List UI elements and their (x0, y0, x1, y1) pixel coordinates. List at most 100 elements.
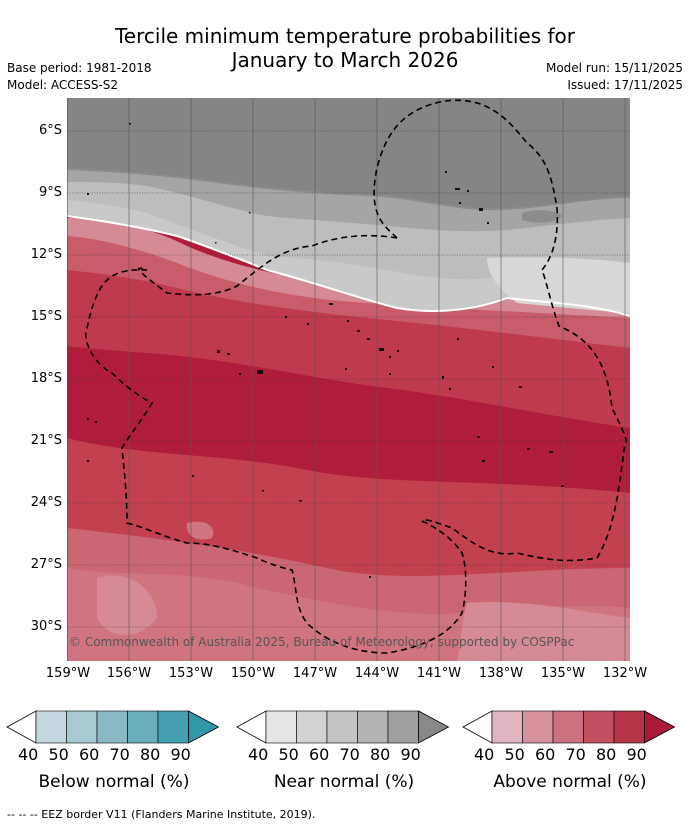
region-above-70-north (67, 223, 630, 348)
colorbar-tick-label: 50 (504, 745, 525, 764)
colorbar-tick-label: 90 (626, 745, 647, 764)
colorbar-tick-label: 80 (596, 745, 617, 764)
eez-footer-note: -- -- -- EEZ border V11 (Flanders Marine… (7, 808, 316, 821)
colorbar-segment (613, 710, 645, 744)
colorbar-near-normal (236, 710, 450, 744)
lat-label-12s: 12°S (30, 247, 62, 262)
lon-label-156w: 156°W (106, 666, 152, 681)
islands (87, 123, 564, 578)
colorbar-tick-label: 60 (79, 745, 100, 764)
colorbar-segment (96, 710, 128, 744)
title-line-2: January to March 2026 (231, 48, 459, 72)
island (369, 576, 371, 578)
region-near-90-core (67, 98, 630, 209)
eez-borders (85, 99, 627, 654)
island (345, 368, 347, 370)
lat-label-21s: 21°S (30, 433, 62, 448)
island (262, 490, 264, 492)
lat-label-9s: 9°S (38, 185, 62, 200)
island (527, 448, 530, 450)
island (549, 451, 553, 453)
region-above-50-patch-1 (97, 575, 157, 635)
colorbar-tick-label: 50 (278, 745, 299, 764)
island (389, 356, 391, 358)
lon-label-141w: 141°W (416, 666, 462, 681)
tercile-boundary-line (67, 215, 630, 317)
colorbar-segment (583, 710, 615, 744)
colorbar-over-triangle (188, 710, 220, 744)
island (455, 188, 460, 190)
meta-right: Model run: 15/11/2025 Issued: 17/11/2025 (546, 60, 683, 94)
probability-map (67, 98, 630, 661)
lat-label-6s: 6°S (38, 123, 62, 138)
island (87, 193, 89, 195)
colorbar-under-triangle (6, 710, 37, 744)
region-near-90-patch (522, 210, 562, 223)
island (307, 323, 309, 325)
island (479, 208, 483, 211)
colorbar-segment (296, 710, 328, 744)
colorbar-tick-label: 40 (474, 745, 495, 764)
island (467, 190, 469, 192)
island (249, 212, 251, 214)
colorbar-tick-label: 80 (140, 745, 161, 764)
island (347, 320, 349, 322)
island (445, 171, 447, 173)
island (87, 460, 89, 462)
lat-label-15s: 15°S (30, 309, 62, 324)
colorbar-segment (157, 710, 189, 744)
island (519, 386, 522, 388)
island (482, 460, 485, 462)
colorbar-tick-label: 90 (170, 745, 191, 764)
island (367, 338, 370, 340)
island (487, 222, 489, 224)
island (87, 418, 89, 420)
island (227, 353, 230, 355)
title-line-1: Tercile minimum temperature probabilitie… (114, 24, 576, 48)
island (492, 366, 494, 368)
island (457, 338, 459, 340)
lon-label-132w: 132°W (602, 666, 648, 681)
island (329, 303, 333, 305)
base-period: Base period: 1981-2018 (7, 61, 152, 75)
island (217, 350, 220, 353)
colorbar-label-below: Below normal (%) (38, 772, 190, 792)
meridians (67, 98, 626, 661)
colorbar-segment (35, 710, 67, 744)
island (561, 485, 564, 487)
island (95, 421, 97, 423)
island (459, 202, 461, 204)
colorbar-above-normal (462, 710, 676, 744)
lat-label-30s: 30°S (30, 619, 62, 634)
colorbar-segment (552, 710, 584, 744)
colorbar-under-triangle (462, 710, 493, 744)
region-above-60-patch-3 (186, 521, 214, 540)
copyright-credit: © Commonwealth of Australia 2025, Bureau… (69, 635, 575, 649)
lon-label-138w: 138°W (478, 666, 524, 681)
lon-label-153w: 153°W (168, 666, 214, 681)
colorbar-segment (522, 710, 554, 744)
colorbar-tick-label: 70 (109, 745, 130, 764)
island (389, 373, 391, 375)
island (442, 376, 444, 379)
colorbar-segment (357, 710, 389, 744)
colorbar-tick-label: 40 (248, 745, 269, 764)
island (192, 475, 194, 477)
island (215, 242, 217, 244)
colorbar-segment (387, 710, 419, 744)
island (299, 500, 302, 502)
colorbar-segment (127, 710, 159, 744)
colorbar-tick-label: 50 (48, 745, 69, 764)
lat-label-18s: 18°S (30, 371, 62, 386)
colorbar-segment (265, 710, 297, 744)
chart-title: Tercile minimum temperature probabilitie… (0, 24, 690, 72)
lon-label-144w: 144°W (354, 666, 400, 681)
island (129, 123, 131, 125)
lon-label-147w: 147°W (292, 666, 338, 681)
colorbar-label-near: Near normal (%) (273, 772, 415, 792)
island (449, 388, 451, 390)
island (357, 330, 360, 332)
region-above-50-patch-2 (457, 601, 630, 661)
island (477, 436, 480, 438)
colorbar-tick-label: 90 (400, 745, 421, 764)
